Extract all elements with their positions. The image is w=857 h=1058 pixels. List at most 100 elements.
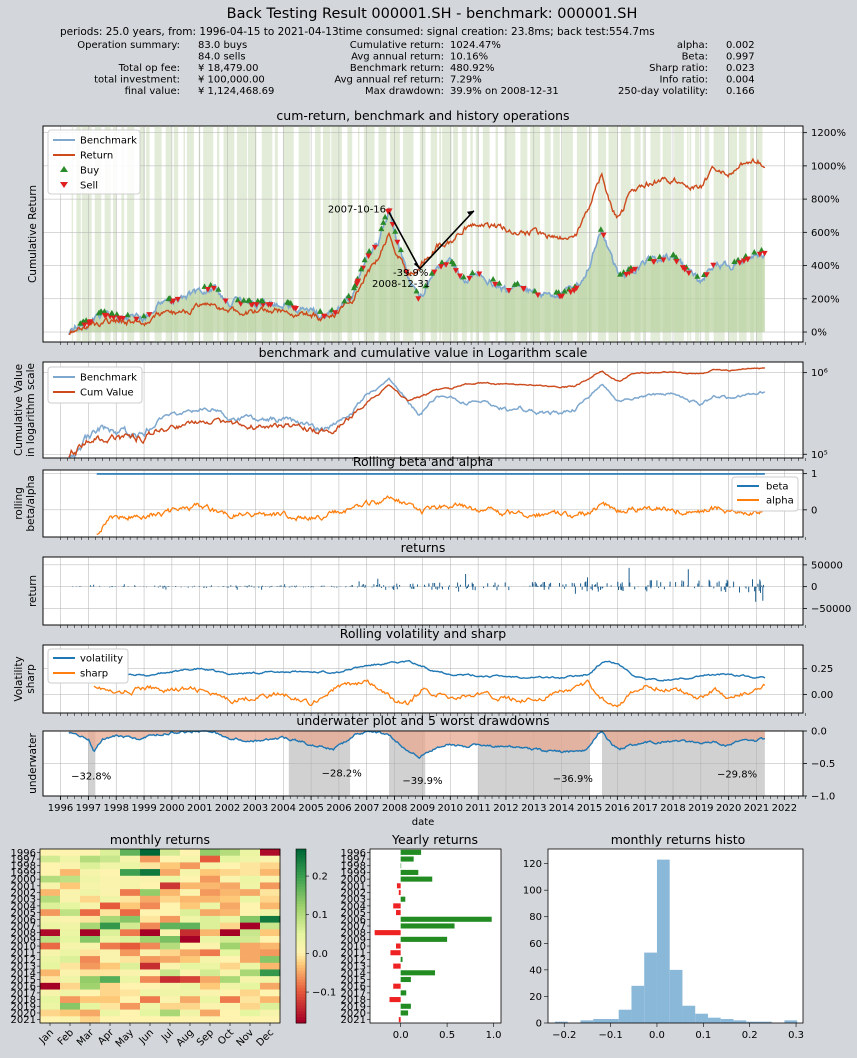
heatmap-cell	[80, 895, 101, 903]
yearly-year-label: 2014	[341, 968, 366, 979]
heatmap-cell	[200, 909, 221, 917]
panel-title: benchmark and cumulative value in Logari…	[259, 345, 588, 360]
heatmap-cell	[160, 902, 181, 910]
heatmap-year-label: 2017	[11, 988, 36, 999]
heatmap-cell	[140, 1016, 161, 1024]
x-tick-label: 2001	[187, 803, 212, 814]
buy-marker	[397, 246, 404, 253]
colorbar-step	[296, 996, 306, 1001]
plot-border	[42, 644, 804, 714]
heatmap-cell	[260, 862, 281, 870]
heatmap-cell	[180, 889, 201, 897]
annotation-trough-date: 2008-12-31	[372, 279, 430, 290]
summary-value: ¥ 100,000.00	[198, 75, 265, 86]
heatmap-cell	[60, 875, 81, 883]
heatmap-cell	[220, 922, 241, 930]
x-tick-label: 2019	[688, 803, 713, 814]
y-tick-label: −0.5	[811, 759, 835, 770]
heatmap-cell	[220, 942, 241, 950]
heatmap-cell	[40, 869, 61, 877]
colorbar-step	[296, 959, 306, 963]
x-tick-label: 0.5	[439, 1030, 455, 1041]
colorbar-step	[296, 973, 306, 978]
y-axis-label: Volatilitysharp	[13, 656, 37, 701]
heatmap-year-label: 2014	[11, 968, 36, 979]
heatmap-cell	[220, 996, 241, 1004]
hold-band	[689, 126, 692, 342]
heatmap-cell	[180, 969, 201, 977]
heatmap-cell	[120, 915, 141, 923]
heatmap-cell	[80, 1016, 101, 1024]
hold-band	[756, 126, 763, 342]
colorbar-step	[296, 938, 306, 943]
buy-marker	[258, 297, 265, 304]
buy-marker	[140, 312, 147, 319]
yearly-year-label: 2007	[341, 921, 366, 932]
heatmap-cell	[80, 1002, 101, 1010]
hold-band	[274, 126, 278, 342]
y-tick-label: 0%	[811, 328, 827, 339]
x-minor-ticks	[60, 342, 806, 345]
heatmap-cell	[180, 996, 201, 1004]
heatmap-cell	[160, 922, 181, 930]
hold-band	[71, 126, 74, 342]
colorbar-step	[296, 1017, 306, 1021]
worst-drawdown-label: −32.8%	[71, 771, 111, 782]
heatmap-cell	[180, 929, 201, 937]
colorbar-step	[296, 976, 306, 980]
heatmap-cell	[40, 989, 61, 997]
heatmap-cell	[160, 855, 181, 863]
summary-label: Total op fee:	[118, 63, 180, 74]
hold-band	[173, 126, 179, 342]
buy-marker	[701, 271, 708, 278]
hold-band	[347, 126, 353, 342]
heatmap-cell	[60, 869, 81, 877]
x-tick-label: 2020	[716, 803, 741, 814]
heatmap-cell	[240, 922, 261, 930]
panel-title: returns	[401, 540, 446, 555]
sell-marker	[466, 275, 473, 282]
heatmap-cell	[220, 989, 241, 997]
sell-marker	[260, 302, 267, 308]
cum-value-log-line	[68, 367, 765, 458]
heatmap-cell	[80, 922, 101, 930]
heatmap-cell	[60, 855, 81, 863]
buy-marker	[285, 299, 292, 305]
panel-title: Rolling beta and alpha	[353, 454, 493, 469]
yearly-year-label: 1997	[341, 855, 366, 866]
annotation-drawdown: -39.9%	[393, 268, 428, 279]
x-tick-label: 2015	[577, 803, 602, 814]
panel-title: Rolling volatility and sharp	[340, 626, 507, 641]
heatmap-cell	[240, 882, 261, 890]
rolling-beta-alpha-panel: Rolling beta and alpha 0 1 rollingbeta/alph…	[13, 454, 817, 540]
heatmap-cell	[180, 875, 201, 883]
x-tick-label: 2010	[438, 803, 463, 814]
heatmap-cell	[260, 929, 281, 937]
sell-marker	[431, 269, 438, 276]
legend-sharp-label: sharp	[80, 669, 108, 680]
heatmap-year-label: 2013	[11, 962, 36, 973]
heatmap-cell	[60, 922, 81, 930]
yearly-year-label: 2008	[341, 928, 366, 939]
heatmap-year-label: 1998	[11, 861, 36, 872]
heatmap-cell	[220, 915, 241, 923]
heatmap-cell	[140, 976, 161, 984]
heatmap-cell	[160, 882, 181, 890]
summary-value: 1024.47%	[450, 40, 501, 51]
heatmap-cell	[80, 996, 101, 1004]
heatmap-cell	[140, 1002, 161, 1010]
heatmap-cell	[40, 936, 61, 943]
heatmap-cell	[120, 882, 141, 890]
y-tick-label: 40	[529, 965, 542, 976]
volatility-line	[93, 653, 766, 682]
heatmap-cell	[240, 855, 261, 863]
heatmap-cell	[160, 982, 181, 990]
plot-area	[42, 556, 804, 626]
heatmap-month-label: Oct	[216, 1027, 236, 1047]
summary-label: final value:	[125, 86, 180, 97]
hold-band	[146, 126, 150, 342]
sell-marker	[403, 269, 410, 276]
heatmap-cell	[140, 982, 161, 990]
sell-marker	[353, 281, 360, 287]
yearly-year-label: 2015	[341, 975, 366, 986]
